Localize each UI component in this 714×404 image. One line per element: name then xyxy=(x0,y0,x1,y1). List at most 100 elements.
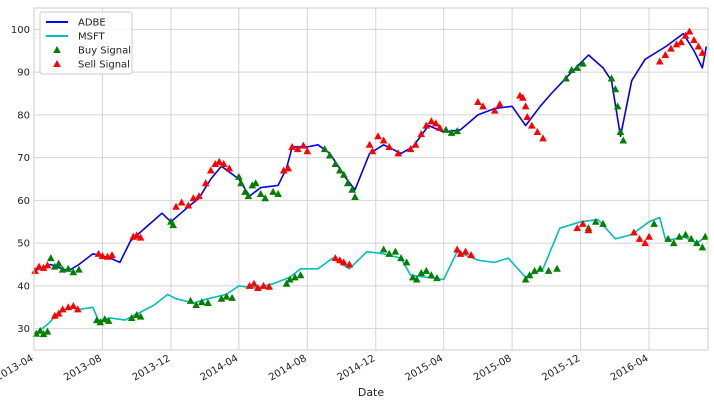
signal-marker xyxy=(47,254,55,262)
signal-marker xyxy=(435,123,444,131)
signal-marker xyxy=(206,166,215,174)
signal-marker xyxy=(192,301,200,309)
signal-marker xyxy=(299,141,308,149)
signal-marker xyxy=(573,224,582,232)
signal-marker xyxy=(672,40,681,48)
signal-marker xyxy=(613,102,622,110)
signal-marker xyxy=(619,136,628,144)
signal-marker xyxy=(217,294,226,302)
legend-swatch xyxy=(53,46,61,53)
signal-marker xyxy=(681,31,690,39)
signal-marker xyxy=(104,316,113,324)
signal-marker xyxy=(228,293,236,301)
signal-marker xyxy=(250,279,258,287)
signal-marker xyxy=(562,74,570,82)
signal-marker xyxy=(698,48,707,56)
signal-marker xyxy=(442,125,450,133)
signal-marker xyxy=(201,179,210,187)
x-tick-label: 2016-04 xyxy=(609,353,651,383)
signal-marker xyxy=(54,259,63,267)
signal-marker xyxy=(630,228,638,236)
signal-marker xyxy=(274,189,282,197)
signal-marker xyxy=(661,51,670,59)
signal-marker xyxy=(94,249,103,257)
signal-marker xyxy=(427,271,436,279)
signal-marker xyxy=(244,192,253,200)
signal-markers xyxy=(31,27,709,338)
x-tick-label: 2014-08 xyxy=(267,353,309,383)
signal-marker xyxy=(69,268,78,276)
x-tick-label: 2015-08 xyxy=(472,353,514,383)
y-tick-label: 40 xyxy=(17,281,30,292)
signal-marker xyxy=(108,251,116,259)
signal-marker xyxy=(256,189,265,197)
signal-marker xyxy=(100,315,109,323)
signal-marker xyxy=(611,85,620,93)
signal-marker xyxy=(331,160,340,168)
signal-marker xyxy=(219,160,228,168)
signal-marker xyxy=(286,275,294,283)
signal-marker xyxy=(73,305,82,313)
x-tick-label: 2014-12 xyxy=(336,353,378,383)
signal-marker xyxy=(325,151,334,159)
signal-marker xyxy=(265,282,273,290)
signal-marker xyxy=(650,219,658,227)
signal-marker xyxy=(197,298,206,306)
signal-marker xyxy=(687,234,695,242)
signal-marker xyxy=(186,296,195,304)
signal-marker xyxy=(351,192,359,200)
signal-marker xyxy=(690,36,698,44)
signal-marker xyxy=(406,145,415,153)
signal-marker xyxy=(136,312,145,320)
y-tick-label: 60 xyxy=(17,196,30,207)
x-tick-label: 2013-08 xyxy=(62,353,104,383)
signal-marker xyxy=(584,226,593,234)
signal-marker xyxy=(530,266,539,274)
signal-marker xyxy=(136,233,145,241)
signal-marker xyxy=(296,271,305,279)
signal-marker xyxy=(43,261,52,269)
signal-marker xyxy=(391,247,400,255)
signal-marker xyxy=(98,251,107,259)
signal-marker xyxy=(664,234,672,242)
y-tick-label: 50 xyxy=(17,239,30,250)
signal-marker xyxy=(474,98,482,106)
signal-marker xyxy=(553,264,561,272)
signal-marker xyxy=(343,179,352,187)
signal-marker xyxy=(385,249,394,257)
signal-marker xyxy=(172,202,180,210)
signal-marker xyxy=(303,147,312,155)
signal-marker xyxy=(35,262,43,270)
signal-marker xyxy=(692,239,701,247)
signal-marker xyxy=(345,260,354,268)
signal-marker xyxy=(225,164,234,172)
signal-marker xyxy=(523,113,532,121)
signal-marker xyxy=(539,134,547,142)
signal-marker xyxy=(536,264,545,272)
signal-marker xyxy=(379,136,388,144)
signal-marker xyxy=(58,265,67,273)
signal-marker xyxy=(54,309,63,317)
signal-marker xyxy=(422,121,431,129)
legend-box xyxy=(39,11,133,75)
legend-entry: ADBE xyxy=(78,18,106,29)
signal-marker xyxy=(616,127,625,135)
signal-marker xyxy=(336,256,344,264)
signal-marker xyxy=(635,234,644,242)
legend-entry: Sell Signal xyxy=(78,60,130,71)
signal-marker xyxy=(402,258,411,266)
signal-marker xyxy=(417,130,426,138)
signal-marker xyxy=(279,166,288,174)
signal-marker xyxy=(422,266,431,274)
x-tick-label: 2015-04 xyxy=(403,353,445,383)
signal-marker xyxy=(427,117,436,125)
signal-marker xyxy=(675,232,684,240)
signal-marker xyxy=(177,198,186,206)
signal-marker xyxy=(184,201,193,209)
signal-marker xyxy=(331,254,340,262)
signal-marker xyxy=(591,217,600,225)
signal-marker xyxy=(211,160,220,168)
signal-marker xyxy=(599,219,607,227)
signal-marker xyxy=(39,330,48,338)
